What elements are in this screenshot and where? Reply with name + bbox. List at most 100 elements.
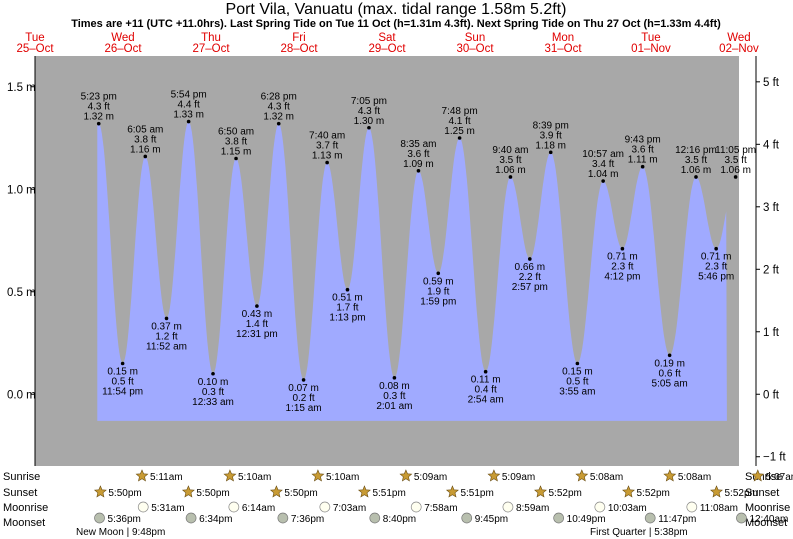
tide-label-ft: 3.6 ft (407, 149, 429, 160)
y-axis-left: 0.0 m 0.5 m 1.0 m 1.5 m (7, 56, 36, 466)
sunset-icon (181, 485, 195, 498)
y-tick-label: 0.0 m (7, 389, 36, 401)
tide-label-m: 1.11 m (628, 155, 658, 166)
tide-label-ft: 0.3 ft (202, 387, 224, 398)
row-label-sunrise-left: Sunrise (3, 471, 40, 483)
moonrise-time: 10:03am (608, 503, 647, 514)
sunset-time: 5:51pm (460, 488, 493, 499)
sunrise-time: 5:08am (678, 472, 711, 483)
moonrise-icon (410, 501, 422, 513)
y-axis-right: −1 ft 0 ft 1 ft 2 ft 3 ft 4 ft 5 ft (755, 56, 787, 466)
tide-label-ft: 3.8 ft (225, 137, 247, 148)
tide-point (276, 121, 281, 126)
tide-label-ft: 1.4 ft (246, 319, 268, 330)
tide-label-m: 1.32 m (263, 112, 294, 123)
moonset-icon (94, 512, 105, 524)
day-date: 28–Oct (280, 43, 318, 55)
tide-label-m: 1.15 m (221, 147, 252, 158)
tide-point (694, 175, 698, 179)
tide-label-time: 2:57 pm (512, 282, 548, 293)
tide-label-m: 0.15 m (562, 367, 593, 378)
tide-label-time: 4:12 pm (604, 272, 640, 283)
tide-label-m: 1.13 m (312, 151, 343, 162)
tide-point (601, 179, 605, 183)
moonset-time: 5:36pm (108, 514, 141, 525)
tide-label-ft: 4.3 ft (88, 102, 110, 113)
tide-label-ft: 3.5 ft (685, 155, 707, 166)
tide-label-m: 1.18 m (535, 140, 566, 151)
moonset-time: 9:45pm (475, 514, 508, 525)
tide-point (367, 125, 371, 130)
sunrise-icon (663, 469, 677, 482)
tide-label-ft: 0.4 ft (475, 385, 497, 396)
tide-label-ft: 4.3 ft (268, 102, 290, 113)
tide-label-m: 0.08 m (379, 381, 410, 392)
tide-point (528, 257, 532, 261)
sunset-time: 5:50pm (196, 488, 229, 499)
tide-label-m: 0.71 m (607, 252, 638, 263)
sunset-icon (622, 485, 635, 498)
tide-label-time: 6:28 pm (261, 92, 297, 103)
day-weekday: Wed (727, 32, 750, 44)
moonset-time: 8:40pm (383, 514, 416, 525)
tide-label-m: 0.71 m (701, 252, 732, 263)
sunset-icon (534, 485, 547, 498)
tide-label-ft: 4.4 ft (178, 100, 200, 111)
tide-label-time: 9:43 pm (625, 135, 661, 146)
tide-point (96, 121, 101, 126)
moonrise-icon (228, 501, 240, 513)
sunrise-time: 5:10am (326, 472, 359, 483)
tide-label-time: 7:40 am (309, 131, 345, 142)
day-weekday: Mon (552, 32, 574, 44)
tide-point (416, 169, 421, 173)
moon-phase-new: New Moon | 9:48pm (76, 527, 165, 538)
tide-label-time: 3:55 am (559, 387, 595, 398)
moonrise-icon (502, 501, 514, 513)
tide-label-ft: 1.2 ft (155, 331, 177, 342)
moonrise-icon (137, 501, 149, 513)
tide-label-ft: 1.7 ft (336, 303, 358, 314)
day-weekday: Sun (465, 32, 485, 44)
tide-label-m: 1.32 m (83, 112, 114, 123)
sunset-time: 5:51pm (372, 488, 405, 499)
tide-label-m: 1.06 m (681, 165, 712, 176)
day-weekday: Wed (111, 32, 134, 44)
tide-point (143, 154, 148, 159)
moonset-icon (553, 512, 565, 524)
tide-label-time: 1:13 pm (329, 313, 365, 324)
moonset-icon (277, 512, 289, 524)
tide-label-time: 9:40 am (492, 145, 528, 156)
day-date: 26–Oct (104, 43, 142, 55)
tide-point (667, 353, 672, 358)
tide-label-ft: 3.6 ft (632, 145, 654, 156)
tide-label-ft: 3.5 ft (725, 155, 747, 166)
tide-label-time: 2:01 am (376, 401, 412, 412)
tide-label-m: 0.10 m (198, 377, 229, 388)
tide-label-time: 5:46 pm (698, 272, 734, 283)
moonrise-time: 8:59am (516, 503, 549, 514)
moonset-icon (369, 512, 381, 524)
day-date: 27–Oct (192, 43, 230, 55)
sunrise-icon (223, 469, 237, 482)
tide-label-m: 0.59 m (423, 276, 454, 287)
y-right-tick-label: 3 ft (763, 202, 780, 214)
sunrise-time: 5:11am (150, 472, 183, 483)
tide-label-m: 1.06 m (495, 165, 526, 176)
tide-points (96, 119, 738, 382)
tide-point (255, 304, 259, 308)
tide-point (436, 271, 441, 276)
tide-label-ft: 0.2 ft (292, 393, 314, 404)
tide-point (508, 175, 513, 179)
moonset-time: 6:34pm (199, 514, 232, 525)
moonset-icon (461, 512, 473, 524)
sunrise-icon (575, 469, 589, 482)
tide-label-ft: 0.3 ft (383, 391, 405, 402)
row-label-moonset-left: Moonset (3, 517, 45, 529)
sunset-icon (445, 485, 459, 498)
tide-area (97, 121, 727, 421)
sunrise-time: 5:09am (414, 472, 447, 483)
tide-label-ft: 2.2 ft (519, 272, 541, 283)
tide-point (457, 136, 462, 140)
sunrise-icon (487, 469, 501, 482)
moonrise-icon (594, 501, 606, 513)
